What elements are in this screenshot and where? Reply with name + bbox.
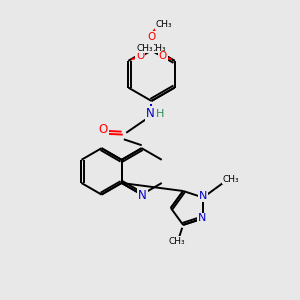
Text: CH₃: CH₃	[150, 44, 166, 52]
Text: H: H	[156, 109, 165, 119]
Text: N: N	[199, 191, 207, 201]
Text: CH₃: CH₃	[136, 44, 153, 52]
Text: O: O	[159, 51, 167, 62]
Text: CH₃: CH₃	[156, 20, 172, 29]
Text: N: N	[146, 107, 154, 120]
Text: N: N	[197, 213, 206, 224]
Text: O: O	[147, 32, 156, 42]
Text: CH₃: CH₃	[223, 175, 239, 184]
Text: CH₃: CH₃	[169, 236, 185, 245]
Text: O: O	[98, 123, 108, 136]
Text: N: N	[138, 189, 147, 202]
Text: O: O	[136, 51, 144, 62]
